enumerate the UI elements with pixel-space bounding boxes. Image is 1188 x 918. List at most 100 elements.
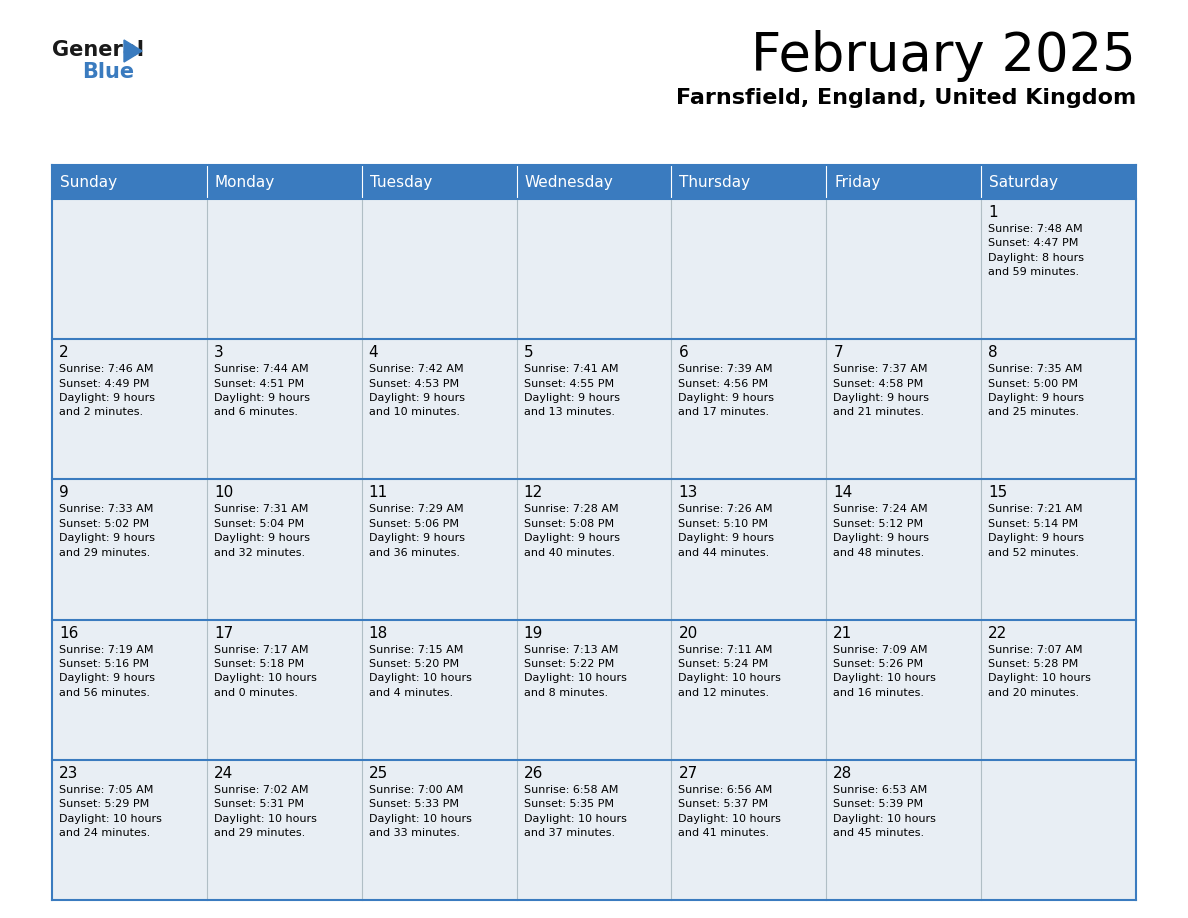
Text: 7: 7	[833, 345, 843, 360]
Bar	[361, 165, 517, 199]
Text: Blue: Blue	[82, 62, 134, 82]
Bar	[827, 760, 981, 900]
Text: 11: 11	[368, 486, 388, 500]
Bar	[361, 339, 517, 479]
Text: Monday: Monday	[215, 174, 276, 189]
Bar	[52, 165, 207, 199]
Polygon shape	[124, 40, 143, 62]
Bar	[517, 760, 671, 900]
Bar	[207, 339, 361, 479]
Bar	[207, 620, 361, 760]
Bar	[981, 479, 1136, 620]
Bar	[517, 620, 671, 760]
Bar	[517, 199, 671, 339]
Text: Sunrise: 7:35 AM
Sunset: 5:00 PM
Daylight: 9 hours
and 25 minutes.: Sunrise: 7:35 AM Sunset: 5:00 PM Dayligh…	[988, 364, 1085, 418]
Text: Sunrise: 7:41 AM
Sunset: 4:55 PM
Daylight: 9 hours
and 13 minutes.: Sunrise: 7:41 AM Sunset: 4:55 PM Dayligh…	[524, 364, 620, 418]
Text: Sunrise: 7:05 AM
Sunset: 5:29 PM
Daylight: 10 hours
and 24 minutes.: Sunrise: 7:05 AM Sunset: 5:29 PM Dayligh…	[59, 785, 162, 838]
Text: Sunrise: 7:31 AM
Sunset: 5:04 PM
Daylight: 9 hours
and 32 minutes.: Sunrise: 7:31 AM Sunset: 5:04 PM Dayligh…	[214, 504, 310, 557]
Text: Sunrise: 7:02 AM
Sunset: 5:31 PM
Daylight: 10 hours
and 29 minutes.: Sunrise: 7:02 AM Sunset: 5:31 PM Dayligh…	[214, 785, 317, 838]
Text: 22: 22	[988, 625, 1007, 641]
Text: 12: 12	[524, 486, 543, 500]
Bar	[207, 199, 361, 339]
Text: Sunrise: 7:17 AM
Sunset: 5:18 PM
Daylight: 10 hours
and 0 minutes.: Sunrise: 7:17 AM Sunset: 5:18 PM Dayligh…	[214, 644, 317, 698]
Text: Farnsfield, England, United Kingdom: Farnsfield, England, United Kingdom	[676, 88, 1136, 108]
Text: 15: 15	[988, 486, 1007, 500]
Text: Sunrise: 7:19 AM
Sunset: 5:16 PM
Daylight: 9 hours
and 56 minutes.: Sunrise: 7:19 AM Sunset: 5:16 PM Dayligh…	[59, 644, 154, 698]
Bar	[827, 339, 981, 479]
Text: 16: 16	[59, 625, 78, 641]
Bar	[207, 760, 361, 900]
Text: 20: 20	[678, 625, 697, 641]
Bar	[517, 165, 671, 199]
Bar	[671, 165, 827, 199]
Text: Sunrise: 7:13 AM
Sunset: 5:22 PM
Daylight: 10 hours
and 8 minutes.: Sunrise: 7:13 AM Sunset: 5:22 PM Dayligh…	[524, 644, 626, 698]
Text: 19: 19	[524, 625, 543, 641]
Text: 5: 5	[524, 345, 533, 360]
Text: 28: 28	[833, 766, 853, 781]
Bar	[827, 165, 981, 199]
Text: 27: 27	[678, 766, 697, 781]
Bar	[671, 339, 827, 479]
Bar	[361, 479, 517, 620]
Text: Sunrise: 7:26 AM
Sunset: 5:10 PM
Daylight: 9 hours
and 44 minutes.: Sunrise: 7:26 AM Sunset: 5:10 PM Dayligh…	[678, 504, 775, 557]
Text: Sunrise: 6:56 AM
Sunset: 5:37 PM
Daylight: 10 hours
and 41 minutes.: Sunrise: 6:56 AM Sunset: 5:37 PM Dayligh…	[678, 785, 782, 838]
Bar	[52, 620, 207, 760]
Text: Sunrise: 7:39 AM
Sunset: 4:56 PM
Daylight: 9 hours
and 17 minutes.: Sunrise: 7:39 AM Sunset: 4:56 PM Dayligh…	[678, 364, 775, 418]
Text: Sunrise: 7:00 AM
Sunset: 5:33 PM
Daylight: 10 hours
and 33 minutes.: Sunrise: 7:00 AM Sunset: 5:33 PM Dayligh…	[368, 785, 472, 838]
Bar	[827, 199, 981, 339]
Bar	[361, 620, 517, 760]
Text: 10: 10	[214, 486, 233, 500]
Bar	[517, 339, 671, 479]
Text: 4: 4	[368, 345, 378, 360]
Text: Saturday: Saturday	[990, 174, 1059, 189]
Bar	[52, 479, 207, 620]
Text: Sunrise: 7:48 AM
Sunset: 4:47 PM
Daylight: 8 hours
and 59 minutes.: Sunrise: 7:48 AM Sunset: 4:47 PM Dayligh…	[988, 224, 1085, 277]
Text: Sunrise: 7:42 AM
Sunset: 4:53 PM
Daylight: 9 hours
and 10 minutes.: Sunrise: 7:42 AM Sunset: 4:53 PM Dayligh…	[368, 364, 465, 418]
Text: 8: 8	[988, 345, 998, 360]
Text: 24: 24	[214, 766, 233, 781]
Bar	[671, 620, 827, 760]
Text: February 2025: February 2025	[751, 30, 1136, 82]
Text: Tuesday: Tuesday	[369, 174, 432, 189]
Bar	[361, 760, 517, 900]
Text: Sunday: Sunday	[61, 174, 118, 189]
Text: Sunrise: 6:53 AM
Sunset: 5:39 PM
Daylight: 10 hours
and 45 minutes.: Sunrise: 6:53 AM Sunset: 5:39 PM Dayligh…	[833, 785, 936, 838]
Text: Sunrise: 7:07 AM
Sunset: 5:28 PM
Daylight: 10 hours
and 20 minutes.: Sunrise: 7:07 AM Sunset: 5:28 PM Dayligh…	[988, 644, 1091, 698]
Text: 25: 25	[368, 766, 388, 781]
Text: Sunrise: 7:44 AM
Sunset: 4:51 PM
Daylight: 9 hours
and 6 minutes.: Sunrise: 7:44 AM Sunset: 4:51 PM Dayligh…	[214, 364, 310, 418]
Bar	[981, 199, 1136, 339]
Bar	[361, 199, 517, 339]
Text: Sunrise: 7:15 AM
Sunset: 5:20 PM
Daylight: 10 hours
and 4 minutes.: Sunrise: 7:15 AM Sunset: 5:20 PM Dayligh…	[368, 644, 472, 698]
Bar	[981, 165, 1136, 199]
Bar	[827, 620, 981, 760]
Text: 6: 6	[678, 345, 688, 360]
Text: Sunrise: 7:29 AM
Sunset: 5:06 PM
Daylight: 9 hours
and 36 minutes.: Sunrise: 7:29 AM Sunset: 5:06 PM Dayligh…	[368, 504, 465, 557]
Bar	[207, 479, 361, 620]
Text: Sunrise: 7:37 AM
Sunset: 4:58 PM
Daylight: 9 hours
and 21 minutes.: Sunrise: 7:37 AM Sunset: 4:58 PM Dayligh…	[833, 364, 929, 418]
Text: Sunrise: 7:21 AM
Sunset: 5:14 PM
Daylight: 9 hours
and 52 minutes.: Sunrise: 7:21 AM Sunset: 5:14 PM Dayligh…	[988, 504, 1085, 557]
Text: Thursday: Thursday	[680, 174, 751, 189]
Text: 9: 9	[59, 486, 69, 500]
Bar	[207, 165, 361, 199]
Text: Sunrise: 7:11 AM
Sunset: 5:24 PM
Daylight: 10 hours
and 12 minutes.: Sunrise: 7:11 AM Sunset: 5:24 PM Dayligh…	[678, 644, 782, 698]
Bar	[981, 339, 1136, 479]
Bar	[671, 760, 827, 900]
Text: Wednesday: Wednesday	[525, 174, 613, 189]
Bar	[981, 760, 1136, 900]
Text: Sunrise: 6:58 AM
Sunset: 5:35 PM
Daylight: 10 hours
and 37 minutes.: Sunrise: 6:58 AM Sunset: 5:35 PM Dayligh…	[524, 785, 626, 838]
Text: Sunrise: 7:28 AM
Sunset: 5:08 PM
Daylight: 9 hours
and 40 minutes.: Sunrise: 7:28 AM Sunset: 5:08 PM Dayligh…	[524, 504, 620, 557]
Text: 23: 23	[59, 766, 78, 781]
Text: 18: 18	[368, 625, 388, 641]
Text: 26: 26	[524, 766, 543, 781]
Text: 3: 3	[214, 345, 223, 360]
Bar	[52, 199, 207, 339]
Text: 2: 2	[59, 345, 69, 360]
Text: Sunrise: 7:46 AM
Sunset: 4:49 PM
Daylight: 9 hours
and 2 minutes.: Sunrise: 7:46 AM Sunset: 4:49 PM Dayligh…	[59, 364, 154, 418]
Bar	[52, 760, 207, 900]
Bar	[981, 620, 1136, 760]
Text: Sunrise: 7:09 AM
Sunset: 5:26 PM
Daylight: 10 hours
and 16 minutes.: Sunrise: 7:09 AM Sunset: 5:26 PM Dayligh…	[833, 644, 936, 698]
Bar	[671, 199, 827, 339]
Text: 14: 14	[833, 486, 853, 500]
Text: Sunrise: 7:33 AM
Sunset: 5:02 PM
Daylight: 9 hours
and 29 minutes.: Sunrise: 7:33 AM Sunset: 5:02 PM Dayligh…	[59, 504, 154, 557]
Text: 13: 13	[678, 486, 697, 500]
